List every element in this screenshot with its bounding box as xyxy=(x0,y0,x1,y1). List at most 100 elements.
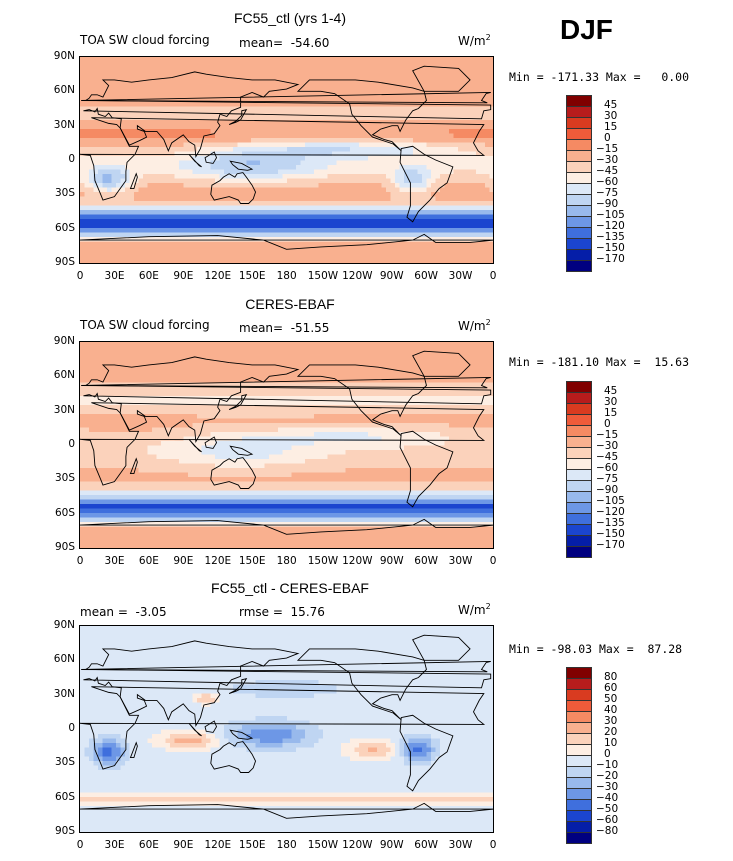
colorbar-swatch xyxy=(566,711,592,723)
colorbar-label: −170 xyxy=(596,253,625,265)
coastline xyxy=(229,445,254,456)
lon-tick-label: 30E xyxy=(104,839,125,851)
coastline xyxy=(129,457,138,475)
colorbar-label: −120 xyxy=(596,220,625,232)
colorbar-swatch xyxy=(566,447,592,459)
colorbar-swatch xyxy=(566,700,592,712)
lat-tick-label: 0 xyxy=(68,722,75,734)
map-model xyxy=(79,56,494,264)
coastline xyxy=(83,356,492,444)
lon-tick-label: 180 xyxy=(276,839,297,851)
colorbar-label: −40 xyxy=(596,792,619,804)
lon-tick-label: 150E xyxy=(238,270,266,282)
lon-tick-label: 0 xyxy=(489,270,497,282)
colorbar-label: 15 xyxy=(604,121,618,133)
lon-tick-label: 180 xyxy=(276,555,297,567)
colorbar-swatch xyxy=(566,216,592,228)
colorbar-swatch xyxy=(566,513,592,525)
colorbar-label: 80 xyxy=(604,671,618,683)
colorbar-label: −30 xyxy=(596,781,619,793)
lon-tick-label: 0 xyxy=(76,555,84,567)
lat-tick-label: 60N xyxy=(53,369,75,382)
colorbar-label: 50 xyxy=(604,693,618,705)
lon-tick-label: 30E xyxy=(104,270,125,282)
coastline xyxy=(204,720,218,733)
colorbar-label: −150 xyxy=(596,242,625,254)
units-label: W/m2 xyxy=(458,33,491,48)
lon-tick-label: 90W xyxy=(379,270,404,282)
lon-tick-label: 90E xyxy=(173,270,194,282)
colorbar-label: −135 xyxy=(596,517,625,529)
lon-tick-label: 150E xyxy=(238,839,266,851)
lat-tick-label: 30S xyxy=(54,756,75,769)
coastline xyxy=(228,677,248,694)
coastline xyxy=(210,172,257,204)
lon-tick-label: 150W xyxy=(307,270,339,282)
colorbar-label: −30 xyxy=(596,154,619,166)
colorbar-swatch xyxy=(566,810,592,822)
coastline xyxy=(81,92,491,104)
colorbar-label: 45 xyxy=(604,385,618,397)
coastline xyxy=(399,145,454,223)
coastline xyxy=(399,714,454,792)
colorbar-swatch xyxy=(566,469,592,481)
coastline xyxy=(296,79,427,152)
coastline xyxy=(399,430,454,508)
colorbar-swatch xyxy=(566,95,592,107)
colorbar-swatch xyxy=(566,403,592,415)
colorbar-label: −10 xyxy=(596,759,619,771)
colorbar-swatch xyxy=(566,480,592,492)
lon-tick-label: 120W xyxy=(342,270,373,282)
coastline xyxy=(412,65,471,92)
colorbar-swatch xyxy=(566,238,592,250)
colorbar-label: −75 xyxy=(596,473,619,485)
colorbar-swatch xyxy=(566,183,592,195)
lat-tick-label: 60N xyxy=(53,84,75,97)
lon-tick-label: 120E xyxy=(204,270,232,282)
lat-tick-label: 90S xyxy=(54,256,75,268)
lat-tick-label: 0 xyxy=(68,153,75,165)
lon-tick-label: 150E xyxy=(238,555,266,567)
season-label: DJF xyxy=(560,14,613,45)
lon-tick-label: 0 xyxy=(489,839,497,851)
lon-tick-label: 120W xyxy=(342,555,373,567)
coastline xyxy=(412,350,471,377)
mean-label: mean= -51.55 xyxy=(239,321,330,335)
coastline xyxy=(81,661,491,673)
colorbar-label: −15 xyxy=(596,429,619,441)
lat-tick-label: 90N xyxy=(53,335,75,347)
colorbar-label: 0 xyxy=(604,748,611,760)
min-max-label: Min = -98.03 Max = 87.28 xyxy=(509,642,683,656)
colorbar-label: −170 xyxy=(596,539,625,551)
coastline xyxy=(80,233,493,250)
colorbar-swatch xyxy=(566,128,592,140)
map-obs xyxy=(79,341,494,549)
lat-tick-label: 0 xyxy=(68,438,75,450)
colorbar-label: −90 xyxy=(596,198,619,210)
coastline xyxy=(296,648,427,721)
lon-tick-label: 150W xyxy=(307,839,339,851)
colorbar-label: 30 xyxy=(604,110,618,122)
panel-title: FC55_ctl - CERES-EBAF xyxy=(211,580,369,596)
colorbar-label: −60 xyxy=(596,814,619,826)
colorbar-swatch xyxy=(566,106,592,118)
lon-tick-label: 120E xyxy=(204,555,232,567)
panel-title: CERES-EBAF xyxy=(245,296,335,312)
colorbar-swatch xyxy=(566,821,592,833)
colorbar-label: 60 xyxy=(604,682,618,694)
lat-tick-label: 90N xyxy=(53,619,75,631)
colorbar-label: −135 xyxy=(596,231,625,243)
colorbar-label: −45 xyxy=(596,451,619,463)
coastline xyxy=(80,117,486,201)
colorbar-swatch xyxy=(566,425,592,437)
coastline xyxy=(228,108,248,125)
lon-tick-label: 30E xyxy=(104,555,125,567)
colorbar-swatch xyxy=(566,722,592,734)
lat-tick-label: 90S xyxy=(54,541,75,553)
colorbar-swatch xyxy=(566,788,592,800)
lon-tick-label: 30W xyxy=(448,270,473,282)
lon-tick-label: 120E xyxy=(204,839,232,851)
colorbar-label: −15 xyxy=(596,143,619,155)
coastline xyxy=(204,151,218,164)
coastline xyxy=(80,402,486,486)
